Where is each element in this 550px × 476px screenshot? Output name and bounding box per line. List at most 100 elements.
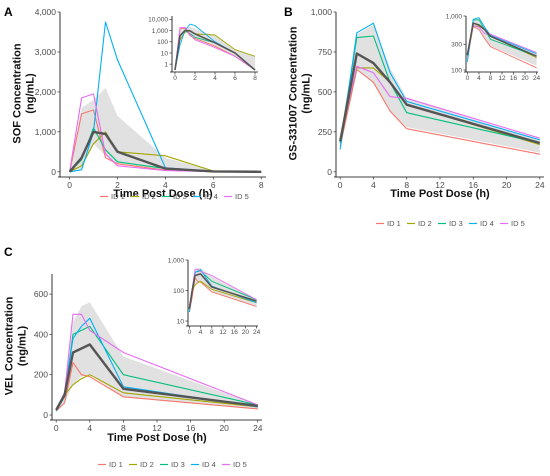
x-axis-title: Time Post Dose (h) [107,432,207,444]
x-tick-label: 0 [67,180,72,190]
x-tick-label: 16 [231,329,239,336]
legend-label: ID 3 [173,192,187,201]
median-line [55,343,258,411]
x-tick-label: 0 [466,75,470,82]
legend-label: ID 4 [204,192,218,201]
series-line-id-5 [174,26,256,71]
y-tick-label: 1,000 [446,13,463,20]
y-tick-label: 4,000 [35,7,57,17]
x-tick-label: 24 [535,180,545,190]
y-axis-title: GS-331007 Concentration(ng/mL) [287,26,312,160]
y-axis-title-line: (ng/mL) [17,326,29,367]
x-tick-label: 20 [242,329,250,336]
x-tick-label: 8 [253,75,257,82]
x-tick-label: 16 [186,423,196,433]
x-tick-label: 6 [233,75,237,82]
x-tick-label: 16 [510,75,518,82]
x-tick-label: 0 [188,329,192,336]
y-axis-title-line: VEL Concentration [3,296,15,395]
panel-label: B [284,5,293,19]
y-tick-label: 750 [318,47,332,57]
y-axis-title-line: (ng/mL) [25,73,37,114]
y-tick-label: 200 [34,370,48,380]
legend-label: ID 3 [171,460,185,469]
inset-plot: 0 4 8 12 16 20 24 10 100 1,000 [168,257,261,336]
y-axis-title: SOF Concentration(ng/mL) [11,43,36,144]
legend: ID 1 ID 2 ID 3 ID 4 ID 5 [98,460,247,469]
legend-label: ID 4 [480,219,494,228]
x-tick-label: 24 [253,329,261,336]
x-tick-label: 20 [521,75,529,82]
y-tick-label: 250 [318,127,332,137]
y-tick-label: 400 [34,329,48,339]
legend-label: ID 5 [233,460,247,469]
y-axis-title-line: SOF Concentration [11,43,23,144]
series-line-id-4 [339,22,540,150]
x-tick-label: 2 [193,75,197,82]
y-tick-label: 10,000 [148,17,168,24]
inset-plot: 0 4 8 12 16 20 24 100 300 1,000 [446,13,541,82]
x-tick-label: 8 [259,180,264,190]
y-tick-label: 0 [43,410,48,420]
y-tick-label: 100 [157,39,168,46]
legend-label: ID 1 [111,192,125,201]
y-tick-label: 600 [34,289,48,299]
x-axis-title: Time Post Dose (h) [390,188,490,200]
y-tick-label: 500 [318,87,332,97]
median-line [466,22,537,57]
x-tick-label: 4 [371,180,376,190]
x-tick-label: 8 [210,329,214,336]
y-tick-label: 100 [173,288,184,295]
y-axis-title-line: GS-331007 Concentration [287,26,299,160]
y-tick-label: 0 [51,167,56,177]
x-tick-label: 0 [338,180,343,190]
legend-label: ID 2 [140,460,154,469]
x-tick-label: 2 [115,180,120,190]
series-line-id-5 [339,65,540,140]
median-line [188,273,257,310]
median-line [174,29,256,71]
x-tick-label: 24 [533,75,541,82]
x-tick-label: 20 [219,423,229,433]
panel-label: C [4,245,13,259]
y-tick-label: 1,000 [152,28,169,35]
legend: ID 1 ID 2 ID 3 ID 4 ID 5 [100,192,249,201]
y-tick-label: 10 [161,50,169,57]
x-tick-label: 8 [404,180,409,190]
y-tick-label: 1,000 [35,127,57,137]
x-tick-label: 12 [152,423,162,433]
x-tick-label: 4 [87,423,92,433]
x-tick-label: 4 [477,75,481,82]
inset-plot: 0 2 4 6 8 1 10 100 1,000 10,000 [148,14,260,82]
panel-label: A [4,5,13,19]
y-tick-label: 1 [164,61,168,68]
x-axis-title: Time Post Dose (h) [113,188,213,200]
y-tick-label: 0 [327,167,332,177]
series-line-id-1 [188,277,257,312]
legend-label: ID 1 [387,219,401,228]
x-tick-label: 12 [435,180,445,190]
legend-label: ID 1 [109,460,123,469]
y-tick-label: 300 [451,42,462,49]
legend-label: ID 3 [449,219,463,228]
y-tick-label: 3,000 [35,47,57,57]
x-tick-label: 12 [498,75,506,82]
y-tick-label: 100 [451,67,462,74]
x-tick-label: 8 [121,423,126,433]
legend-label: ID 4 [202,460,216,469]
median-line [68,130,262,173]
x-tick-label: 6 [211,180,216,190]
legend-label: ID 2 [142,192,156,201]
series-line-id-1 [55,362,258,412]
legend-label: ID 5 [235,192,249,201]
y-tick-label: 10 [177,318,185,325]
x-tick-label: 0 [54,423,59,433]
y-tick-label: 1,000 [168,257,185,264]
legend-label: ID 5 [511,219,525,228]
y-axis-title: VEL Concentration(ng/mL) [3,296,28,395]
x-tick-label: 16 [469,180,479,190]
x-tick-label: 20 [502,180,512,190]
y-tick-label: 2,000 [35,87,57,97]
